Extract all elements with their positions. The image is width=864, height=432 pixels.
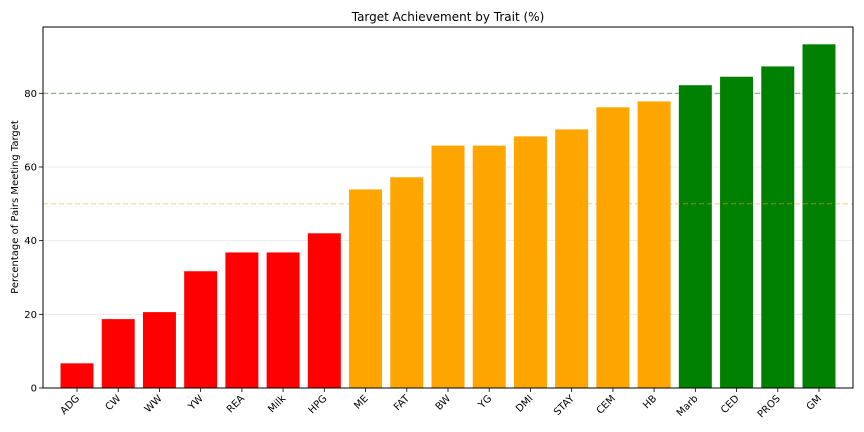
x-tick-label: ME xyxy=(352,393,370,411)
x-tick-label: YW xyxy=(186,393,206,413)
x-tick-label: HPG xyxy=(307,393,330,416)
x-tick-label: CEM xyxy=(595,393,618,416)
x-tick-label: GM xyxy=(805,393,824,412)
bar-gm xyxy=(802,44,836,389)
bar-adg xyxy=(60,363,94,388)
x-tick-label: PROS xyxy=(756,393,783,420)
bar-yg xyxy=(472,145,506,388)
chart-title: Target Achievement by Trait (%) xyxy=(351,10,545,24)
bar-rea xyxy=(225,252,259,388)
bar-cem xyxy=(596,107,630,389)
y-tick-label: 20 xyxy=(24,310,37,321)
x-tick-label: BW xyxy=(434,393,453,412)
bar-dmi xyxy=(513,136,547,388)
y-tick-label: 80 xyxy=(24,89,37,100)
bar-me xyxy=(349,189,383,388)
x-axis-ticks: ADG CW WW YW REA Milk HPG ME FAT BW YG DMI STAY CEM HB… xyxy=(59,388,824,420)
y-tick-label: 0 xyxy=(31,384,37,395)
y-axis-ticks: 0 20 40 60 80 xyxy=(24,89,43,395)
bar-bw xyxy=(431,145,465,388)
bars xyxy=(60,44,836,389)
bar-milk xyxy=(266,252,300,388)
reference-lines xyxy=(43,92,853,205)
bar-hpg xyxy=(307,233,341,388)
bar-yw xyxy=(184,271,218,388)
x-tick-label: DMI xyxy=(514,393,535,414)
x-tick-label: Marb xyxy=(675,393,701,419)
x-tick-label: REA xyxy=(225,393,247,415)
x-tick-label: FAT xyxy=(392,393,412,413)
y-tick-label: 60 xyxy=(24,162,37,173)
x-tick-label: YG xyxy=(476,393,494,411)
bar-cw xyxy=(101,319,135,388)
bar-stay xyxy=(555,129,589,388)
x-tick-label: HB xyxy=(641,393,659,411)
x-tick-label: ADG xyxy=(59,393,83,417)
bar-ww xyxy=(142,312,176,388)
bar-ced xyxy=(720,76,754,389)
y-axis-label: Percentage of Pairs Meeting Target xyxy=(10,120,21,294)
x-tick-label: CW xyxy=(104,393,124,413)
x-tick-label: WW xyxy=(143,393,165,415)
bar-pros xyxy=(761,66,795,388)
x-tick-label: Milk xyxy=(266,393,288,415)
bar-marb xyxy=(678,85,712,389)
bar-fat xyxy=(390,177,424,388)
bar-hb xyxy=(637,101,671,388)
x-tick-label: STAY xyxy=(552,393,577,418)
x-tick-label: CED xyxy=(719,393,742,416)
y-tick-label: 40 xyxy=(24,236,37,247)
